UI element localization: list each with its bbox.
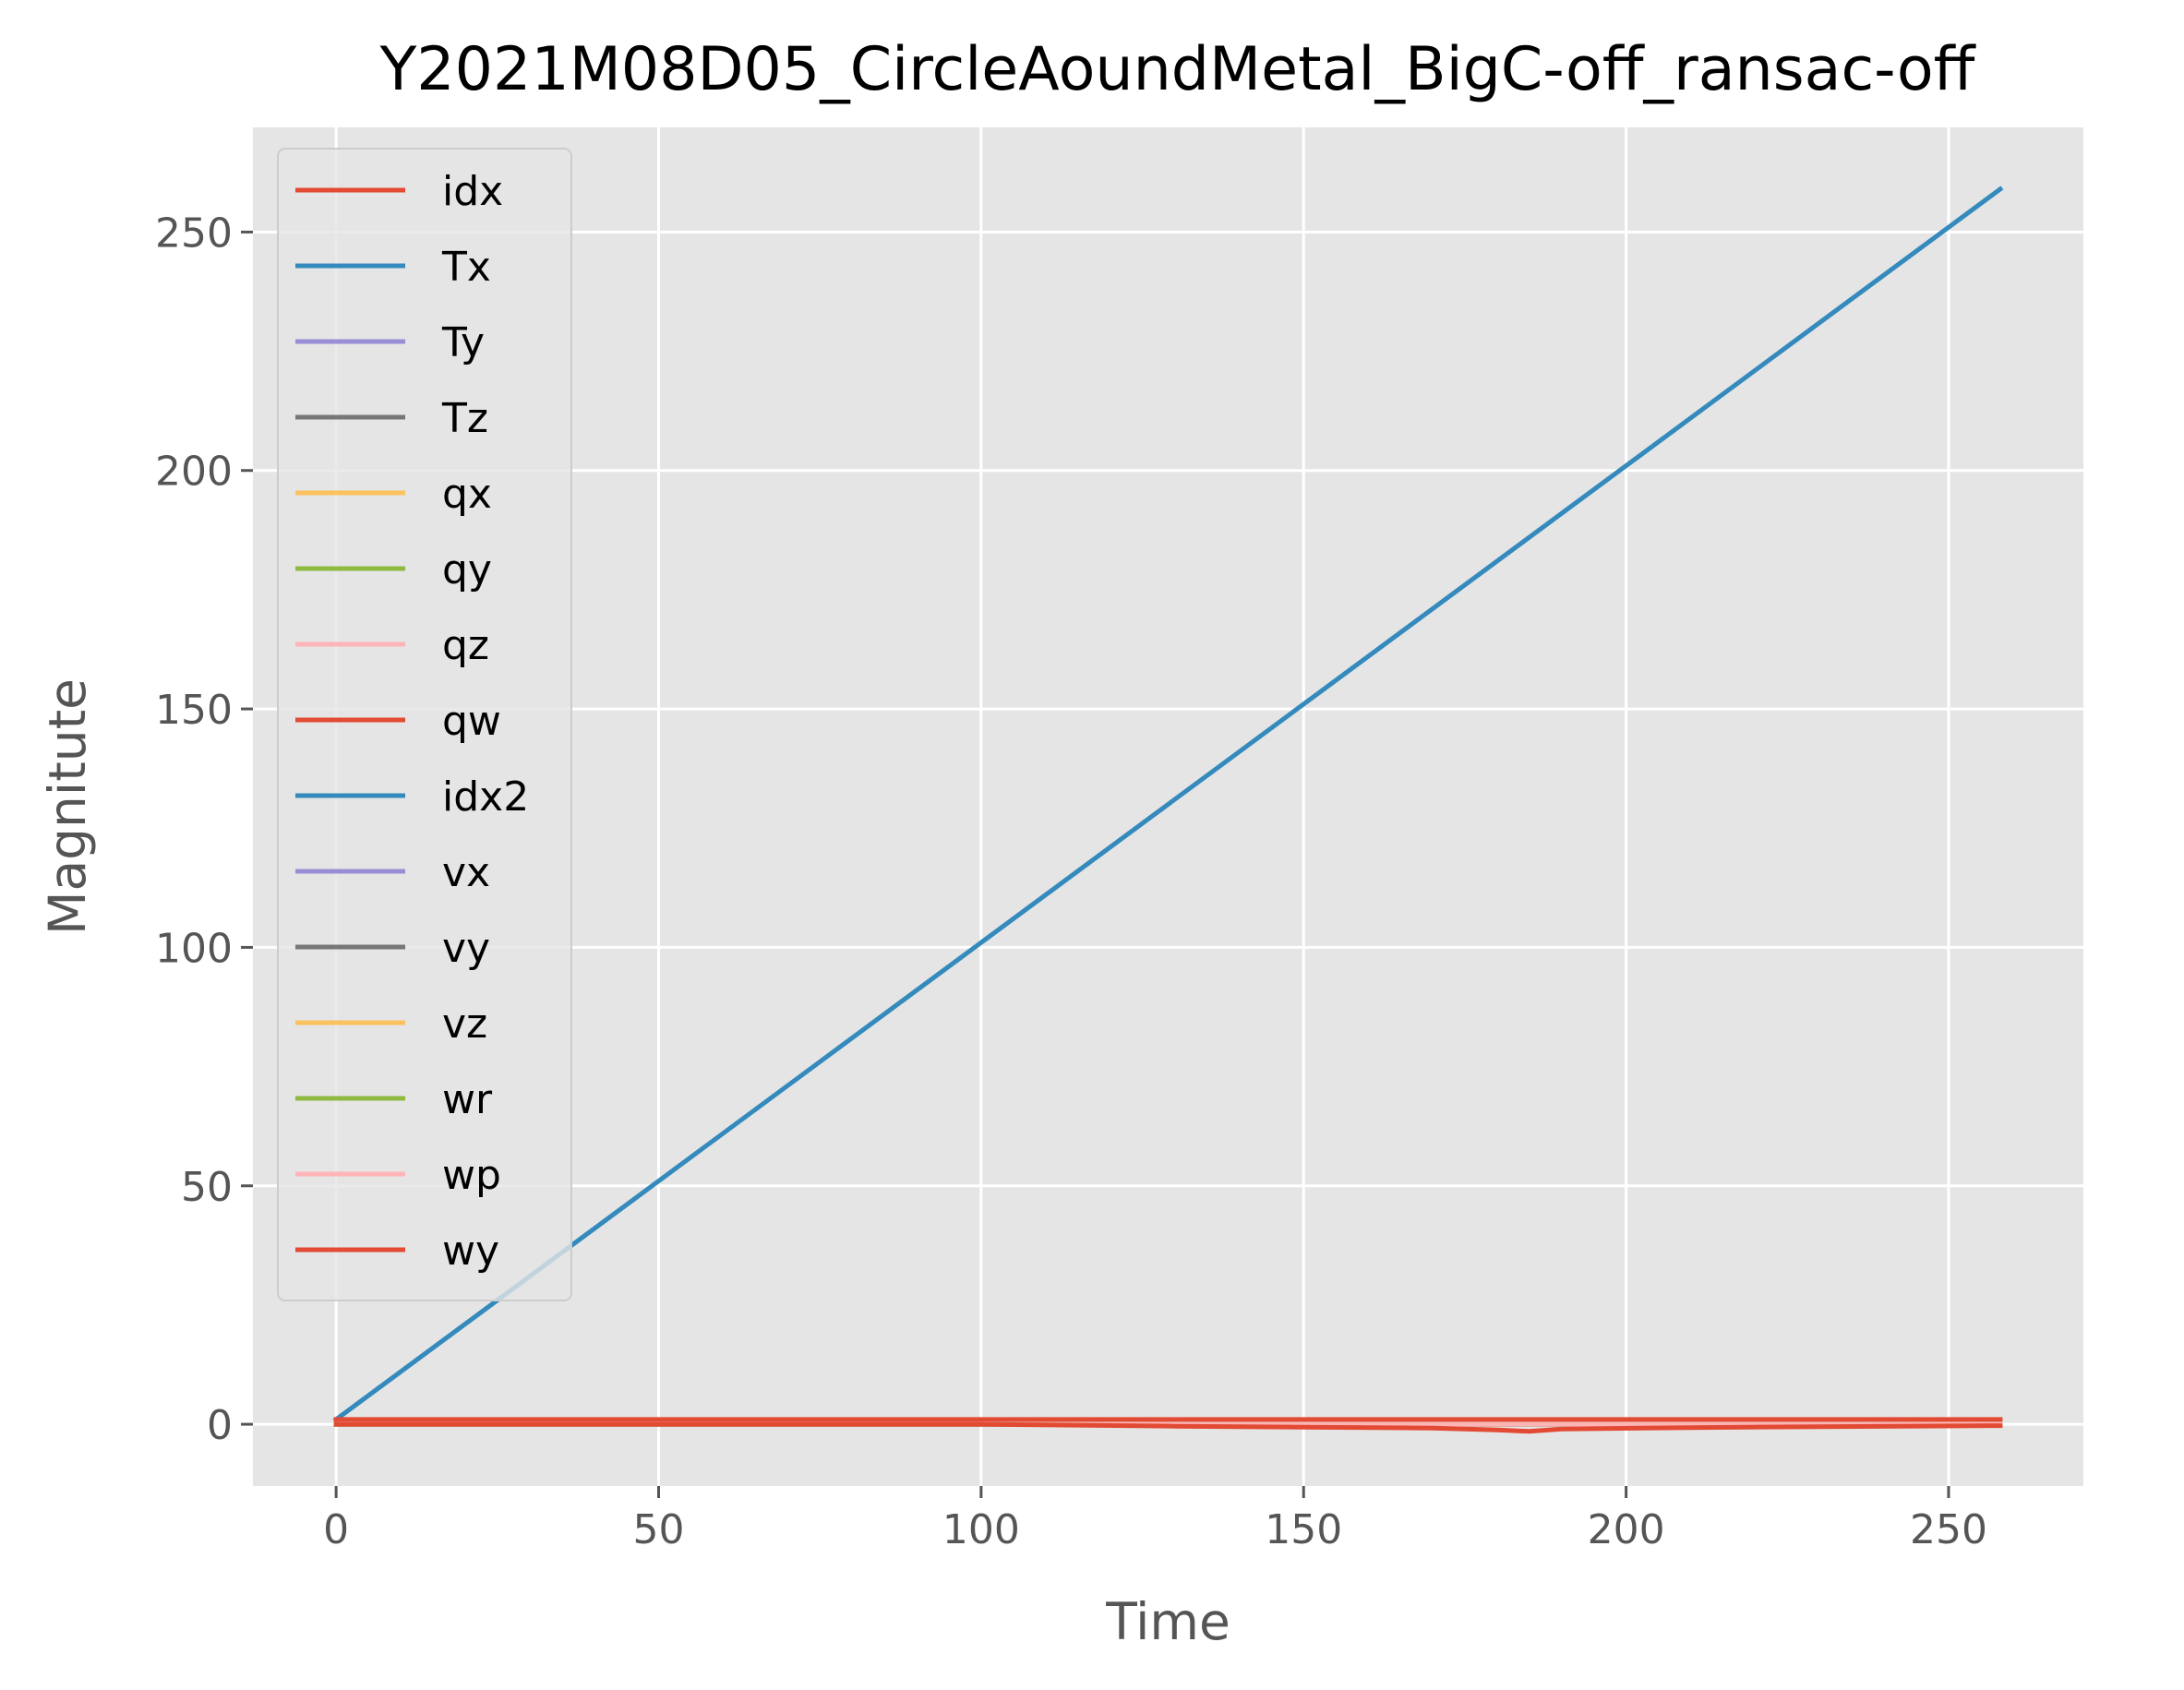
y-tick-label: 50	[181, 1164, 233, 1211]
x-tick-label: 250	[1910, 1506, 1987, 1553]
x-tick-label: 100	[942, 1506, 1020, 1553]
x-tick-label: 150	[1265, 1506, 1342, 1553]
legend-entry-label: qw	[442, 698, 501, 745]
legend-entry-label: idx2	[442, 773, 529, 821]
x-axis-label: Time	[1105, 1592, 1230, 1651]
legend-entry-label: qy	[442, 546, 492, 593]
legend-entry-label: idx	[442, 168, 503, 215]
legend: idx Tx Ty Tz qx qy qz qw idx2 vx vy vz wr wp wy	[277, 148, 572, 1301]
chart-title: Y2021M08D05_CircleAoundMetal_BigC-off_ra…	[379, 35, 1977, 104]
legend-entry-label: vz	[442, 1001, 487, 1048]
y-tick-label: 0	[207, 1402, 233, 1449]
legend-entry-label: Ty	[441, 319, 485, 366]
series-lines	[332, 186, 2004, 1434]
y-tick-label: 150	[155, 687, 233, 734]
series-line-wy	[333, 1421, 2003, 1434]
legend-entry-label: vy	[442, 925, 490, 972]
y-axis-label: Magnitute	[38, 678, 97, 935]
x-tick-label: 200	[1588, 1506, 1665, 1553]
ticks: 0 50 100 150 200 250 0 50 100 150 200 250	[155, 210, 1987, 1553]
legend-entry-label: wy	[442, 1228, 499, 1275]
y-tick-label: 250	[155, 210, 233, 257]
legend-entry-label: qx	[442, 471, 492, 518]
legend-frame	[277, 148, 572, 1301]
legend-entry-label: vx	[442, 849, 490, 896]
y-tick-label: 200	[155, 449, 233, 496]
x-tick-label: 50	[633, 1506, 685, 1553]
legend-entry-label: qz	[442, 622, 489, 669]
y-tick-label: 100	[155, 925, 233, 972]
legend-entry-label: Tx	[441, 244, 491, 291]
series-line-Tx	[332, 186, 2004, 1423]
legend-entry-label: Tz	[441, 395, 488, 442]
x-tick-label: 0	[323, 1506, 349, 1553]
legend-entry-label: wp	[442, 1152, 501, 1199]
legend-entry-label: wr	[442, 1076, 493, 1123]
